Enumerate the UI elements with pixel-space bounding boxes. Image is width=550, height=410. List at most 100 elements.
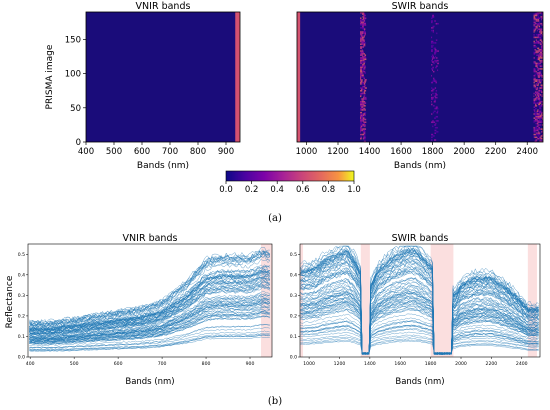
- line-vnir-series-line: [29, 255, 270, 329]
- heatmap-swir-speckle: [363, 20, 365, 22]
- heatmap-swir-speckle: [431, 98, 434, 100]
- heatmap-swir-speckle: [432, 70, 435, 73]
- heatmap-swir-speckle: [536, 98, 538, 100]
- line-swir-series-line: [300, 286, 539, 355]
- heatmap-swir-speckle: [431, 96, 433, 99]
- heatmap-swir-speckle: [432, 27, 434, 29]
- heatmap-swir-speckle: [431, 16, 435, 18]
- colorbar-tick-label: 0.2: [245, 185, 259, 195]
- heatmap-swir-background: [297, 12, 543, 142]
- line-swir-series-line: [300, 296, 539, 355]
- heatmap-swir-speckle: [360, 20, 362, 22]
- heatmap-swir-speckle: [361, 65, 363, 67]
- heatmap-swir-speckle: [536, 94, 539, 96]
- heatmap-swir-speckle: [539, 54, 541, 56]
- heatmap-swir-speckle: [431, 36, 433, 39]
- heatmap-swir-speckle: [435, 106, 438, 108]
- heatmap-swir-speckle: [533, 81, 535, 84]
- heatmap-swir-speckle: [541, 124, 543, 126]
- heatmap-swir-speckle: [361, 100, 363, 103]
- heatmap-swir-speckle: [533, 62, 536, 65]
- heatmap-swir-speckle: [541, 44, 543, 47]
- heatmap-swir-speckle: [539, 118, 541, 121]
- heatmap-swir-speckle: [540, 55, 542, 58]
- heatmap-swir-speckle: [363, 17, 365, 20]
- heatmap-swir-speckle: [435, 61, 437, 63]
- heatmap-swir-speckle: [431, 20, 433, 22]
- heatmap-swir-speckle: [360, 95, 362, 98]
- heatmap-swir-speckle: [361, 51, 363, 54]
- line-vnir-ytick-label: 0.1: [18, 334, 25, 340]
- heatmap-swir-speckle: [360, 72, 362, 74]
- heatmap-swir-speckle: [364, 124, 367, 126]
- line-vnir-series-line: [29, 315, 270, 345]
- heatmap-swir-speckle: [362, 66, 363, 69]
- heatmap-swir-speckle: [431, 59, 433, 62]
- heatmap-swir-speckle: [434, 99, 436, 102]
- heatmap-swir-speckle: [536, 51, 539, 54]
- heatmap-swir-speckle: [534, 22, 537, 25]
- line-swir-series-line: [300, 305, 539, 355]
- heatmap-swir-speckle: [540, 100, 542, 103]
- heatmap-swir-speckle: [431, 81, 434, 84]
- heatmap-swir-speckle: [535, 18, 538, 21]
- heatmap-swir-speckle: [363, 77, 365, 80]
- heatmap-swir-speckle: [363, 96, 365, 99]
- heatmap-swir-speckle: [362, 125, 365, 128]
- line-vnir-ytick-label: 0.4: [18, 272, 25, 278]
- line-swir-series-line: [300, 245, 539, 355]
- heatmap-swir-speckle: [540, 40, 543, 43]
- line-vnir-series-line: [29, 298, 270, 341]
- heatmap-swir-speckle: [434, 92, 437, 95]
- heatmap-swir-speckle: [536, 114, 539, 117]
- heatmap-swir-speckle: [435, 81, 437, 84]
- heatmap-swir-speckle: [432, 14, 434, 17]
- heatmap-swir-speckle: [432, 88, 435, 91]
- heatmap-swir-speckle: [538, 24, 540, 26]
- heatmap-swir-speckle: [534, 113, 537, 115]
- caption-b: (b): [268, 396, 282, 407]
- heatmap-swir-speckle: [535, 28, 537, 30]
- heatmap-swir-speckle: [432, 96, 434, 99]
- heatmap-swir-speckle: [361, 136, 363, 139]
- heatmap-swir-speckle: [541, 79, 543, 81]
- line-vnir-series-line: [29, 335, 270, 350]
- heatmap-swir-speckle: [435, 65, 438, 67]
- heatmap-swir-speckle: [362, 46, 365, 48]
- line-vnir-series-line: [29, 330, 270, 349]
- heatmap-swir-speckle: [538, 72, 541, 74]
- heatmap-swir-speckle: [537, 54, 540, 56]
- heatmap-swir-speckle: [538, 121, 542, 124]
- heatmap-swir-speckle: [541, 18, 543, 21]
- heatmap-swir-speckle: [360, 87, 361, 89]
- heatmap-swir-speckle: [540, 61, 542, 63]
- heatmap-swir-speckle: [538, 120, 541, 122]
- line-chart-swir: SWIR bands 1000 1200 1400 1600 1800 2000 2200 2…: [290, 233, 541, 387]
- heatmap-swir-speckle: [434, 48, 437, 51]
- heatmap-swir-speckle: [541, 48, 543, 51]
- heatmap-swir-speckle: [539, 114, 542, 117]
- heatmap-swir-speckle: [538, 103, 541, 106]
- heatmap-swir-speckle: [361, 76, 363, 78]
- heatmap-swir-speckle: [536, 29, 538, 32]
- heatmap-swir-speckle: [434, 124, 437, 126]
- line-swir-series-line: [300, 260, 539, 355]
- line-swir-series-line: [300, 249, 539, 355]
- heatmap-swir-speckle: [535, 116, 538, 118]
- heatmap-swir-speckle: [364, 133, 366, 136]
- heatmap-swir-speckle: [432, 54, 434, 56]
- heatmap-swir-speckle: [434, 132, 437, 134]
- heatmap-swir-speckle: [534, 136, 536, 139]
- heatmap-vnir-xtick-label: 400: [78, 147, 94, 157]
- heatmap-swir-speckle: [360, 103, 363, 106]
- heatmap-vnir-ylabel: PRISMA image: [45, 44, 55, 109]
- heatmap-swir-speckle: [437, 50, 439, 52]
- heatmap-swir-speckle: [537, 68, 539, 70]
- line-swir-series-line: [300, 290, 539, 355]
- heatmap-swir-speckle: [363, 85, 366, 88]
- heatmap-swir-speckle: [360, 74, 362, 77]
- heatmap-swir-speckle: [360, 125, 361, 128]
- line-swir-series-line: [300, 294, 539, 355]
- heatmap-swir-speckle: [539, 107, 542, 110]
- heatmap-swir-speckle: [540, 90, 542, 92]
